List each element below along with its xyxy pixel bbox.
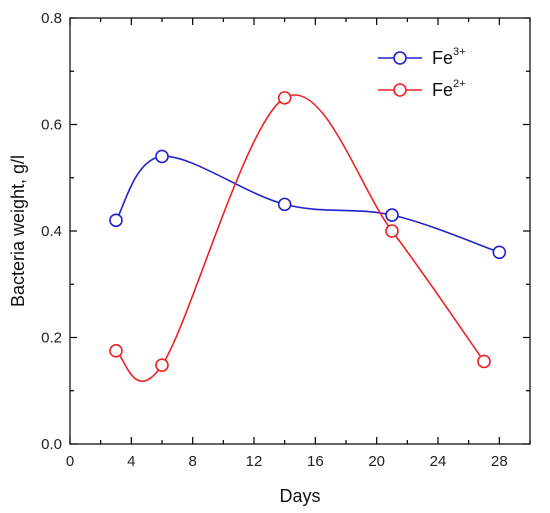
series-line-fe3plus — [115, 155, 500, 254]
legend-label-superscript: 3+ — [453, 46, 466, 58]
y-tick-label: 0.6 — [41, 117, 62, 134]
legend: Fe3+ Fe2+ — [378, 46, 466, 100]
series-curves — [115, 94, 500, 382]
data-point — [155, 358, 169, 372]
data-point — [155, 149, 169, 164]
data-point — [277, 197, 292, 212]
data-point — [277, 91, 292, 105]
y-tick-label: 0.0 — [41, 436, 62, 453]
x-axis-title: Days — [279, 486, 320, 506]
data-point — [492, 245, 507, 260]
legend-marker — [393, 83, 407, 97]
x-tick-label: 12 — [246, 453, 263, 470]
y-axis: 0.0 0.2 0.4 0.6 0.8 — [41, 10, 530, 453]
x-tick-label: 4 — [127, 453, 135, 470]
data-point — [109, 213, 123, 228]
legend-label: Fe3+ — [432, 46, 466, 68]
x-tick-label: 24 — [430, 453, 447, 470]
y-tick-label: 0.8 — [41, 10, 62, 27]
x-tick-label: 0 — [66, 453, 74, 470]
y-axis-title: Bacteria weight, g/l — [8, 155, 28, 307]
legend-label-superscript: 2+ — [453, 78, 466, 90]
series-markers — [109, 91, 507, 372]
legend-label: Fe2+ — [432, 78, 466, 100]
data-point — [477, 354, 491, 369]
data-point — [385, 208, 399, 222]
data-point — [385, 224, 399, 238]
y-tick-label: 0.2 — [41, 330, 62, 347]
series-line-fe2plus — [115, 94, 485, 382]
legend-marker — [393, 51, 407, 65]
x-tick-label: 16 — [307, 453, 324, 470]
data-point — [109, 344, 123, 358]
x-tick-label: 20 — [368, 453, 385, 470]
y-tick-label: 0.4 — [41, 223, 62, 240]
x-tick-label: 8 — [188, 453, 196, 470]
x-tick-label: 28 — [491, 453, 508, 470]
x-axis: 0 4 8 12 16 20 24 28 — [66, 18, 531, 470]
